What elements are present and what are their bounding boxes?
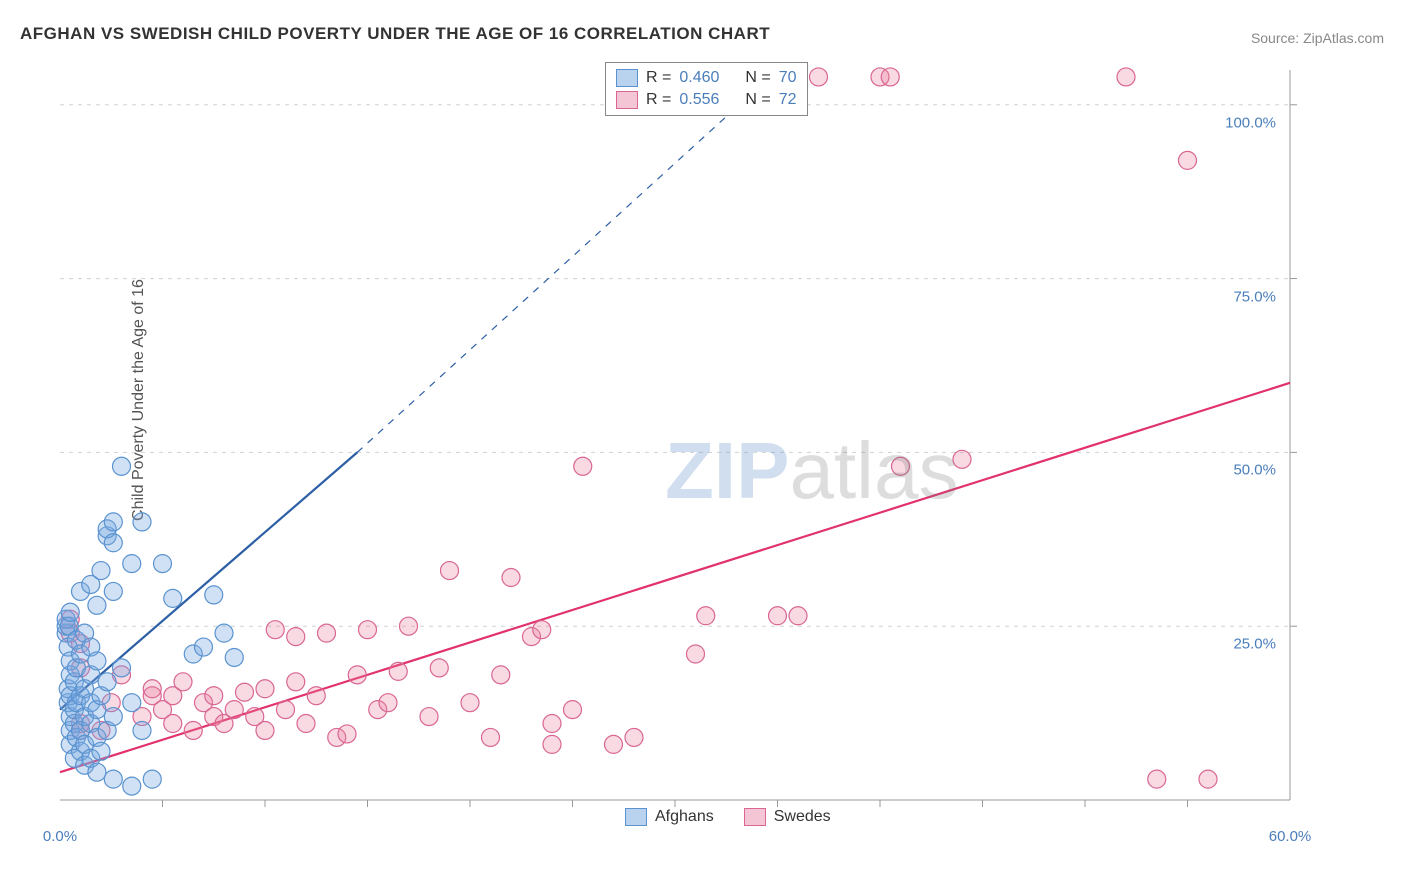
plot-area: R = 0.460 N = 70 R = 0.556 N = 72 ZIPatl… bbox=[50, 60, 1300, 830]
n-value-afghans: 70 bbox=[779, 69, 797, 87]
chart-title: AFGHAN VS SWEDISH CHILD POVERTY UNDER TH… bbox=[20, 24, 770, 44]
x-tick-label: 0.0% bbox=[43, 828, 77, 845]
swatch-swedes bbox=[616, 91, 638, 109]
swatch-afghans bbox=[616, 69, 638, 87]
legend-item-swedes: Swedes bbox=[744, 808, 831, 826]
legend-item-afghans: Afghans bbox=[625, 808, 714, 826]
legend-stats-box: R = 0.460 N = 70 R = 0.556 N = 72 bbox=[605, 62, 808, 116]
scatter-chart-svg bbox=[50, 60, 1300, 830]
legend-row-swedes: R = 0.556 N = 72 bbox=[616, 89, 797, 111]
x-tick-label: 60.0% bbox=[1269, 828, 1312, 845]
y-tick-label: 75.0% bbox=[1233, 288, 1276, 305]
legend-label-afghans: Afghans bbox=[655, 808, 714, 826]
y-tick-label: 100.0% bbox=[1225, 114, 1276, 131]
swatch-afghans bbox=[625, 808, 647, 826]
y-tick-label: 25.0% bbox=[1233, 636, 1276, 653]
r-value-afghans: 0.460 bbox=[679, 69, 719, 87]
legend-series: Afghans Swedes bbox=[625, 808, 831, 826]
legend-label-swedes: Swedes bbox=[774, 808, 831, 826]
y-tick-label: 50.0% bbox=[1233, 462, 1276, 479]
r-value-swedes: 0.556 bbox=[679, 91, 719, 109]
n-value-swedes: 72 bbox=[779, 91, 797, 109]
n-label: N = bbox=[745, 69, 770, 87]
n-label: N = bbox=[745, 91, 770, 109]
r-label: R = bbox=[646, 91, 671, 109]
source-attribution: Source: ZipAtlas.com bbox=[1251, 30, 1384, 46]
r-label: R = bbox=[646, 69, 671, 87]
legend-row-afghans: R = 0.460 N = 70 bbox=[616, 67, 797, 89]
swatch-swedes bbox=[744, 808, 766, 826]
